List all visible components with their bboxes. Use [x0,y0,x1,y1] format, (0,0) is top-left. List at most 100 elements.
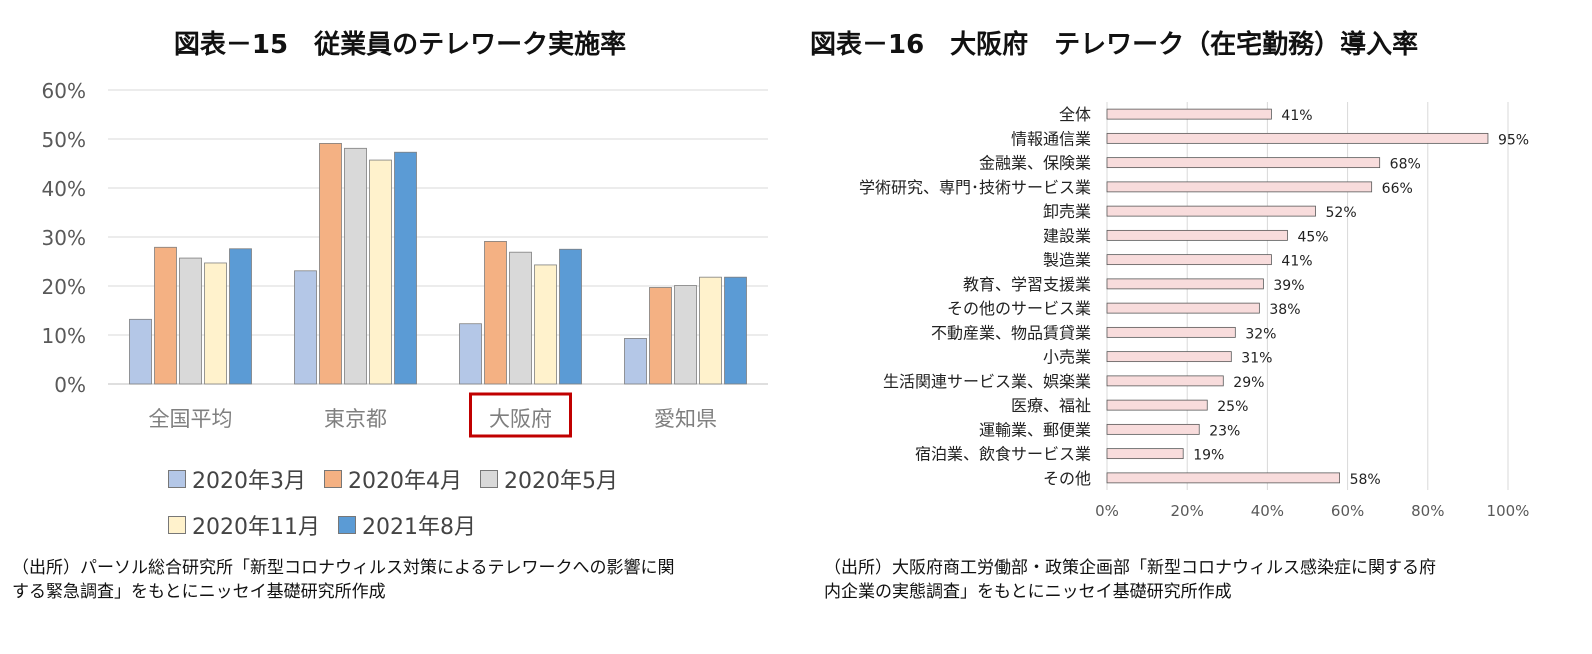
data-label: 31% [1241,351,1272,367]
legend-swatch [480,470,498,488]
x-tick-label: 40% [1251,502,1284,520]
bar [1106,229,1288,241]
y-category-label: 全体 [1059,105,1091,124]
right-source-note: （出所）大阪府商工労働部・政策企画部「新型コロナウィルス感染症に関する府 内企業… [824,556,1564,604]
data-label: 95% [1498,132,1529,148]
bar [534,264,557,385]
bar [484,241,507,385]
y-tick-label: 50% [42,128,86,152]
bar [1106,132,1489,144]
x-tick-label: 0% [1095,502,1119,520]
bar [624,338,647,385]
data-label: 45% [1297,229,1328,245]
legend-swatch [168,470,186,488]
y-category-label: 小売業 [1043,348,1091,367]
x-tick-label: 80% [1411,502,1444,520]
data-label: 23% [1209,423,1240,439]
bar [459,323,482,385]
x-category-label: 愛知県 [654,407,717,431]
bar [1106,399,1208,411]
legend-label: 2020年11月 [192,515,320,540]
y-category-label: その他のサービス業 [947,299,1091,318]
legend-item: 2020年11月 [168,502,320,548]
bar [394,151,417,385]
x-tick-label: 100% [1487,502,1530,520]
bar [129,318,152,385]
bar [724,276,747,385]
y-category-label: 金融業、保険業 [979,154,1091,173]
legend-item: 2020年5月 [480,456,618,502]
data-label: 25% [1217,399,1248,415]
left-bar-chart: 0% 10% 20% 30% 40% 50% 60% 全国平均 東京都 大阪府 愛知県 [42,79,768,438]
data-label: 52% [1326,205,1357,221]
highlight-box [469,392,572,438]
legend-swatch [324,470,342,488]
x-category-label: 大阪府 [489,407,552,431]
bar [229,248,252,385]
legend-item: 2021年8月 [337,502,476,548]
y-category-label: 製造業 [1043,251,1091,270]
data-label: 41% [1281,108,1312,124]
data-label: 19% [1193,448,1224,464]
right-bar-chart: 0% 20% 40% 60% 80% 100% 全体 41% 情報通信業 95% 金融業、保険業 68… [859,102,1530,520]
legend-label: 2020年4月 [348,469,462,494]
bar [1106,108,1272,120]
bar [1106,423,1200,435]
data-label: 38% [1269,302,1300,318]
bar [674,285,697,385]
data-label: 66% [1382,181,1413,197]
left-chart-panel: 図表－15 従業員のテレワーク実施率 0% 10% 20% 30% 40% 50% 60% 全… [12,30,802,604]
legend-swatch [168,516,186,534]
y-tick-label: 20% [42,275,86,299]
bar [344,147,367,385]
y-category-label: 教育、学習支援業 [963,275,1091,294]
data-label: 58% [1350,472,1381,488]
y-tick-label: 60% [42,79,86,103]
data-label: 39% [1273,278,1304,294]
bar [1106,326,1236,338]
right-source-line1: （出所）大阪府商工労働部・政策企画部「新型コロナウィルス感染症に関する府 [824,558,1436,578]
y-tick-label: 10% [42,324,86,348]
bar [1106,181,1373,193]
y-category-label: 運輸業、郵便業 [979,420,1091,439]
bar [369,159,392,385]
data-label: 29% [1233,375,1264,391]
legend-label: 2020年3月 [192,469,306,494]
right-source-line2: 内企業の実態調査」をもとにニッセイ基礎研究所作成 [824,582,1232,602]
bar [294,270,317,385]
y-category-label: 卸売業 [1043,202,1091,221]
bar [1106,448,1184,460]
data-label: 41% [1281,254,1312,270]
y-category-label: その他 [1043,469,1091,488]
bar [509,251,532,385]
bar [1106,278,1264,290]
data-label: 32% [1245,326,1276,342]
left-chart-title: 図表－15 従業員のテレワーク実施率 [173,30,627,60]
legend-label: 2021年8月 [361,515,476,540]
y-category-label: 情報通信業 [1011,129,1091,148]
bar [649,287,672,385]
x-category-label: 東京都 [324,407,387,431]
bar [1106,472,1340,484]
bar [1106,205,1316,217]
bar [1106,157,1381,169]
bar [319,143,342,385]
y-category-label: 生活関連サービス業、娯楽業 [883,372,1091,391]
right-chart-panel: 図表－16 大阪府 テレワーク（在宅勤務）導入率 0% 20% 40% 60% 80% 1… [810,0,1592,654]
x-category-label: 全国平均 [149,407,233,431]
x-tick-label: 60% [1331,502,1364,520]
bar [1106,302,1260,314]
bar [179,257,202,385]
bar [699,276,722,385]
y-tick-label: 30% [42,226,86,250]
y-category-label: 医療、福祉 [1011,396,1091,415]
legend-swatch [337,516,356,534]
legend-label: 2020年5月 [504,469,618,494]
legend-item: 2020年4月 [324,456,462,502]
bar [1106,254,1272,266]
legend-item: 2020年3月 [168,456,306,502]
left-source-note: （出所）パーソル総合研究所「新型コロナウィルス対策によるテレワークへの影響に関 … [12,556,802,604]
bar [559,248,582,385]
y-category-label: 学術研究、専門･技術サービス業 [859,178,1091,197]
y-category-label: 宿泊業、飲食サービス業 [915,445,1091,464]
